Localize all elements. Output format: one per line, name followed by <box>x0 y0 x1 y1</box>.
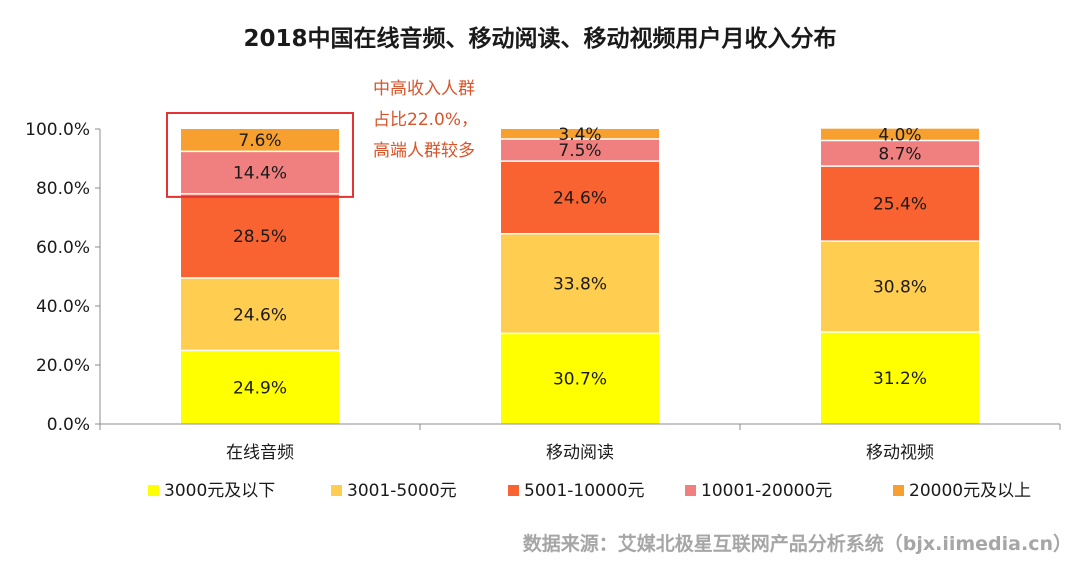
data-label: 14.4% <box>233 164 287 184</box>
bar-segment <box>821 140 979 167</box>
legend-label: 10001-20000元 <box>701 481 832 501</box>
legend: 3000元及以下 3001-5000元 5001-10000元 10001-20000… <box>148 481 1031 501</box>
y-tick-label: 20.0% <box>36 356 90 376</box>
bar-segment <box>501 139 659 162</box>
legend-swatch <box>331 485 342 496</box>
bar-segment <box>821 128 979 141</box>
y-tick-label: 60.0% <box>36 238 90 258</box>
data-label: 30.7% <box>553 370 607 390</box>
data-label: 8.7% <box>878 144 921 164</box>
bar-segment <box>821 331 979 424</box>
legend-swatch <box>685 485 696 496</box>
legend-label: 3000元及以下 <box>164 481 275 501</box>
data-label: 7.6% <box>238 131 281 151</box>
y-tick-label: 100.0% <box>25 120 90 140</box>
legend-swatch <box>893 485 904 496</box>
x-axis: 在线音频 移动阅读 移动视频 <box>99 423 1061 463</box>
data-label: 25.4% <box>873 195 927 215</box>
data-label: 24.6% <box>233 305 287 325</box>
bar-segment <box>501 233 659 334</box>
bar-segment <box>501 161 659 234</box>
annotation-line: 占比22.0%， <box>373 110 478 130</box>
legend-label: 20000元及以上 <box>909 481 1031 501</box>
data-label: 24.6% <box>553 188 607 208</box>
bar-segment <box>821 166 979 242</box>
y-tick-label: 0.0% <box>47 415 90 435</box>
bar-segment <box>181 193 339 278</box>
bar-segment <box>501 333 659 424</box>
bar-segment <box>181 129 339 152</box>
bar-segment <box>181 277 339 351</box>
legend-swatch <box>148 485 159 496</box>
x-tick-label: 在线音频 <box>226 443 294 463</box>
y-tick-label: 80.0% <box>36 179 90 199</box>
bar-segment <box>501 129 659 140</box>
data-label: 24.9% <box>233 378 287 398</box>
source-note: 数据来源：艾媒北极星互联网产品分析系统（bjx.iimedia.cn） <box>523 532 1072 555</box>
legend-label: 3001-5000元 <box>347 481 457 501</box>
data-label: 31.2% <box>873 369 927 389</box>
data-label: 28.5% <box>233 227 287 247</box>
y-tick-label: 40.0% <box>36 297 90 317</box>
annotation-line: 高端人群较多 <box>373 141 475 161</box>
legend-swatch <box>508 485 519 496</box>
x-tick-label: 移动阅读 <box>546 443 614 463</box>
annotation-line: 中高收入人群 <box>373 79 475 99</box>
bars-group: 24.9% 24.6% 28.5% 14.4% 7.6% 30.7% 33.8% 24.6% 7… <box>181 125 979 424</box>
data-label: 33.8% <box>553 275 607 295</box>
highlight-box <box>166 112 354 198</box>
bar-segment <box>821 241 979 332</box>
y-axis: 0.0% 20.0% 40.0% 60.0% 80.0% 100.0% <box>25 120 101 435</box>
bar-segment <box>181 151 339 194</box>
data-label: 4.0% <box>878 126 921 146</box>
data-label: 3.4% <box>558 125 601 145</box>
legend-label: 5001-10000元 <box>524 481 644 501</box>
bar-segment <box>181 350 339 424</box>
data-label: 30.8% <box>873 278 927 298</box>
chart-title: 2018中国在线音频、移动阅读、移动视频用户月收入分布 <box>243 25 836 52</box>
data-label: 7.5% <box>558 141 601 161</box>
x-tick-label: 移动视频 <box>866 443 934 463</box>
